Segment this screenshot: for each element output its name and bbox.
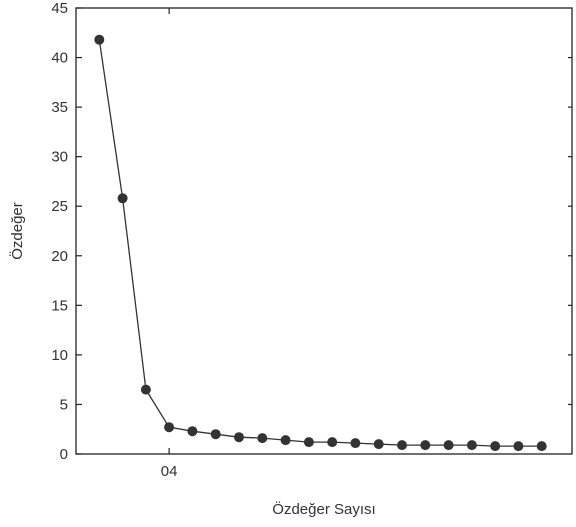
data-point	[164, 422, 175, 433]
data-point	[117, 193, 128, 204]
x-axis-title: Özdeğer Sayısı	[272, 500, 375, 518]
data-points	[94, 34, 547, 452]
data-point	[210, 429, 221, 440]
y-tick-label: 15	[51, 297, 68, 314]
data-point	[327, 437, 338, 448]
data-point	[280, 435, 291, 446]
data-point	[140, 384, 151, 395]
data-point	[303, 437, 314, 448]
plot-frame	[75, 7, 573, 455]
data-point	[513, 441, 524, 452]
data-point	[350, 438, 361, 449]
data-point	[420, 440, 431, 451]
y-tick-label: 30	[51, 149, 68, 166]
y-axis-title: Özdeğer	[8, 202, 26, 260]
y-tick-label: 25	[51, 198, 68, 215]
data-point	[466, 440, 477, 451]
x-axis: 04	[161, 8, 178, 480]
y-tick-label: 0	[60, 446, 68, 463]
data-point	[257, 433, 268, 444]
data-point	[234, 432, 244, 443]
y-tick-label: 10	[51, 347, 68, 364]
y-tick-label: 5	[60, 396, 68, 413]
data-point	[373, 439, 384, 450]
data-point	[536, 441, 547, 452]
series-line	[98, 39, 542, 447]
x-tick-label: 04	[161, 463, 178, 480]
data-point	[397, 440, 407, 451]
y-tick-label: 35	[51, 99, 68, 116]
data-point	[94, 34, 105, 45]
data-point	[187, 426, 198, 437]
right-axis-ticks	[568, 56, 572, 406]
y-axis: 0 5 10 15 20 25 30 35 40 45	[51, 0, 82, 463]
data-point	[443, 440, 454, 451]
y-tick-label: 40	[51, 50, 68, 67]
y-tick-label: 45	[51, 0, 68, 17]
data-point	[490, 441, 501, 452]
y-tick-label: 20	[51, 248, 68, 265]
